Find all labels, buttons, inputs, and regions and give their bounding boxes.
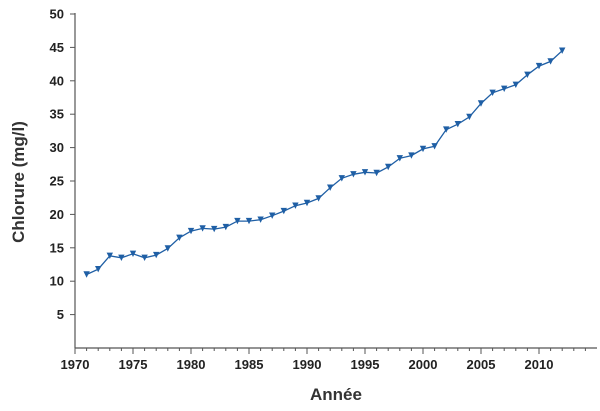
data-point-marker [292,202,299,209]
y-tick-label: 5 [57,307,64,322]
axes [70,13,597,354]
data-point-marker [199,225,206,232]
x-tick-label: 1985 [235,357,264,372]
data-point-marker [396,155,403,162]
data-point-marker [269,212,276,219]
data-point-marker [315,195,322,202]
data-point-marker [408,152,415,159]
x-tick-label: 1995 [351,357,380,372]
data-point-marker [245,217,253,225]
data-point-marker [431,143,438,150]
data-point-marker [118,254,125,261]
y-tick-label: 45 [50,40,64,55]
data-point-marker [512,81,519,88]
data-point-marker [547,58,554,65]
data-point-marker [361,169,369,176]
data-point-marker [303,199,311,207]
data-point-marker [234,217,241,225]
y-tick-label: 30 [50,140,64,155]
y-tick-label: 25 [50,174,64,189]
data-point-marker [443,126,450,133]
data-point-marker [222,223,229,231]
data-point-marker [187,227,195,235]
x-tick-label: 1980 [177,357,206,372]
data-point-marker [211,225,218,233]
y-tick-label: 40 [50,73,64,88]
x-tick-label: 1970 [61,357,90,372]
data-point-marker [176,234,183,241]
data-point-marker [83,271,90,278]
data-point-marker [466,113,473,121]
tick-labels: 5 10 15 20 25 30 35 40 45 50 1970 1975 1980 1985 1990 1… [50,7,554,373]
x-tick-label: 2005 [467,357,496,372]
data-point-marker [524,71,531,78]
data-point-marker [489,89,496,96]
data-point-marker [373,169,380,177]
y-tick-label: 50 [50,7,64,22]
x-tick-label: 1990 [293,357,322,372]
data-point-marker [257,216,264,223]
series [83,47,566,278]
data-point-marker [327,184,334,191]
data-point-marker [501,85,508,92]
x-axis-title: Année [310,385,362,404]
data-point-marker [95,266,102,273]
series-line [86,50,563,276]
data-point-marker [385,163,392,171]
data-point-marker [141,254,148,261]
data-point-marker [164,245,171,252]
data-point-marker [153,251,160,259]
data-point-marker [477,100,485,107]
y-axis-title: Chlorure (mg/l) [9,121,28,243]
y-tick-label: 15 [50,240,64,255]
data-point-marker [454,121,461,128]
data-point-marker [350,171,357,178]
y-tick-label: 10 [50,274,64,289]
data-point-marker [419,145,427,153]
data-point-marker [129,250,137,257]
data-point-marker [535,62,543,70]
data-point-marker [106,252,113,259]
x-tick-label: 1975 [119,357,148,372]
x-tick-label: 2010 [525,357,554,372]
y-tick-label: 35 [50,107,64,122]
data-point-marker [559,47,566,54]
data-point-marker [338,175,345,182]
data-point-marker [280,207,287,215]
x-tick-label: 2000 [409,357,438,372]
y-tick-label: 20 [50,207,64,222]
